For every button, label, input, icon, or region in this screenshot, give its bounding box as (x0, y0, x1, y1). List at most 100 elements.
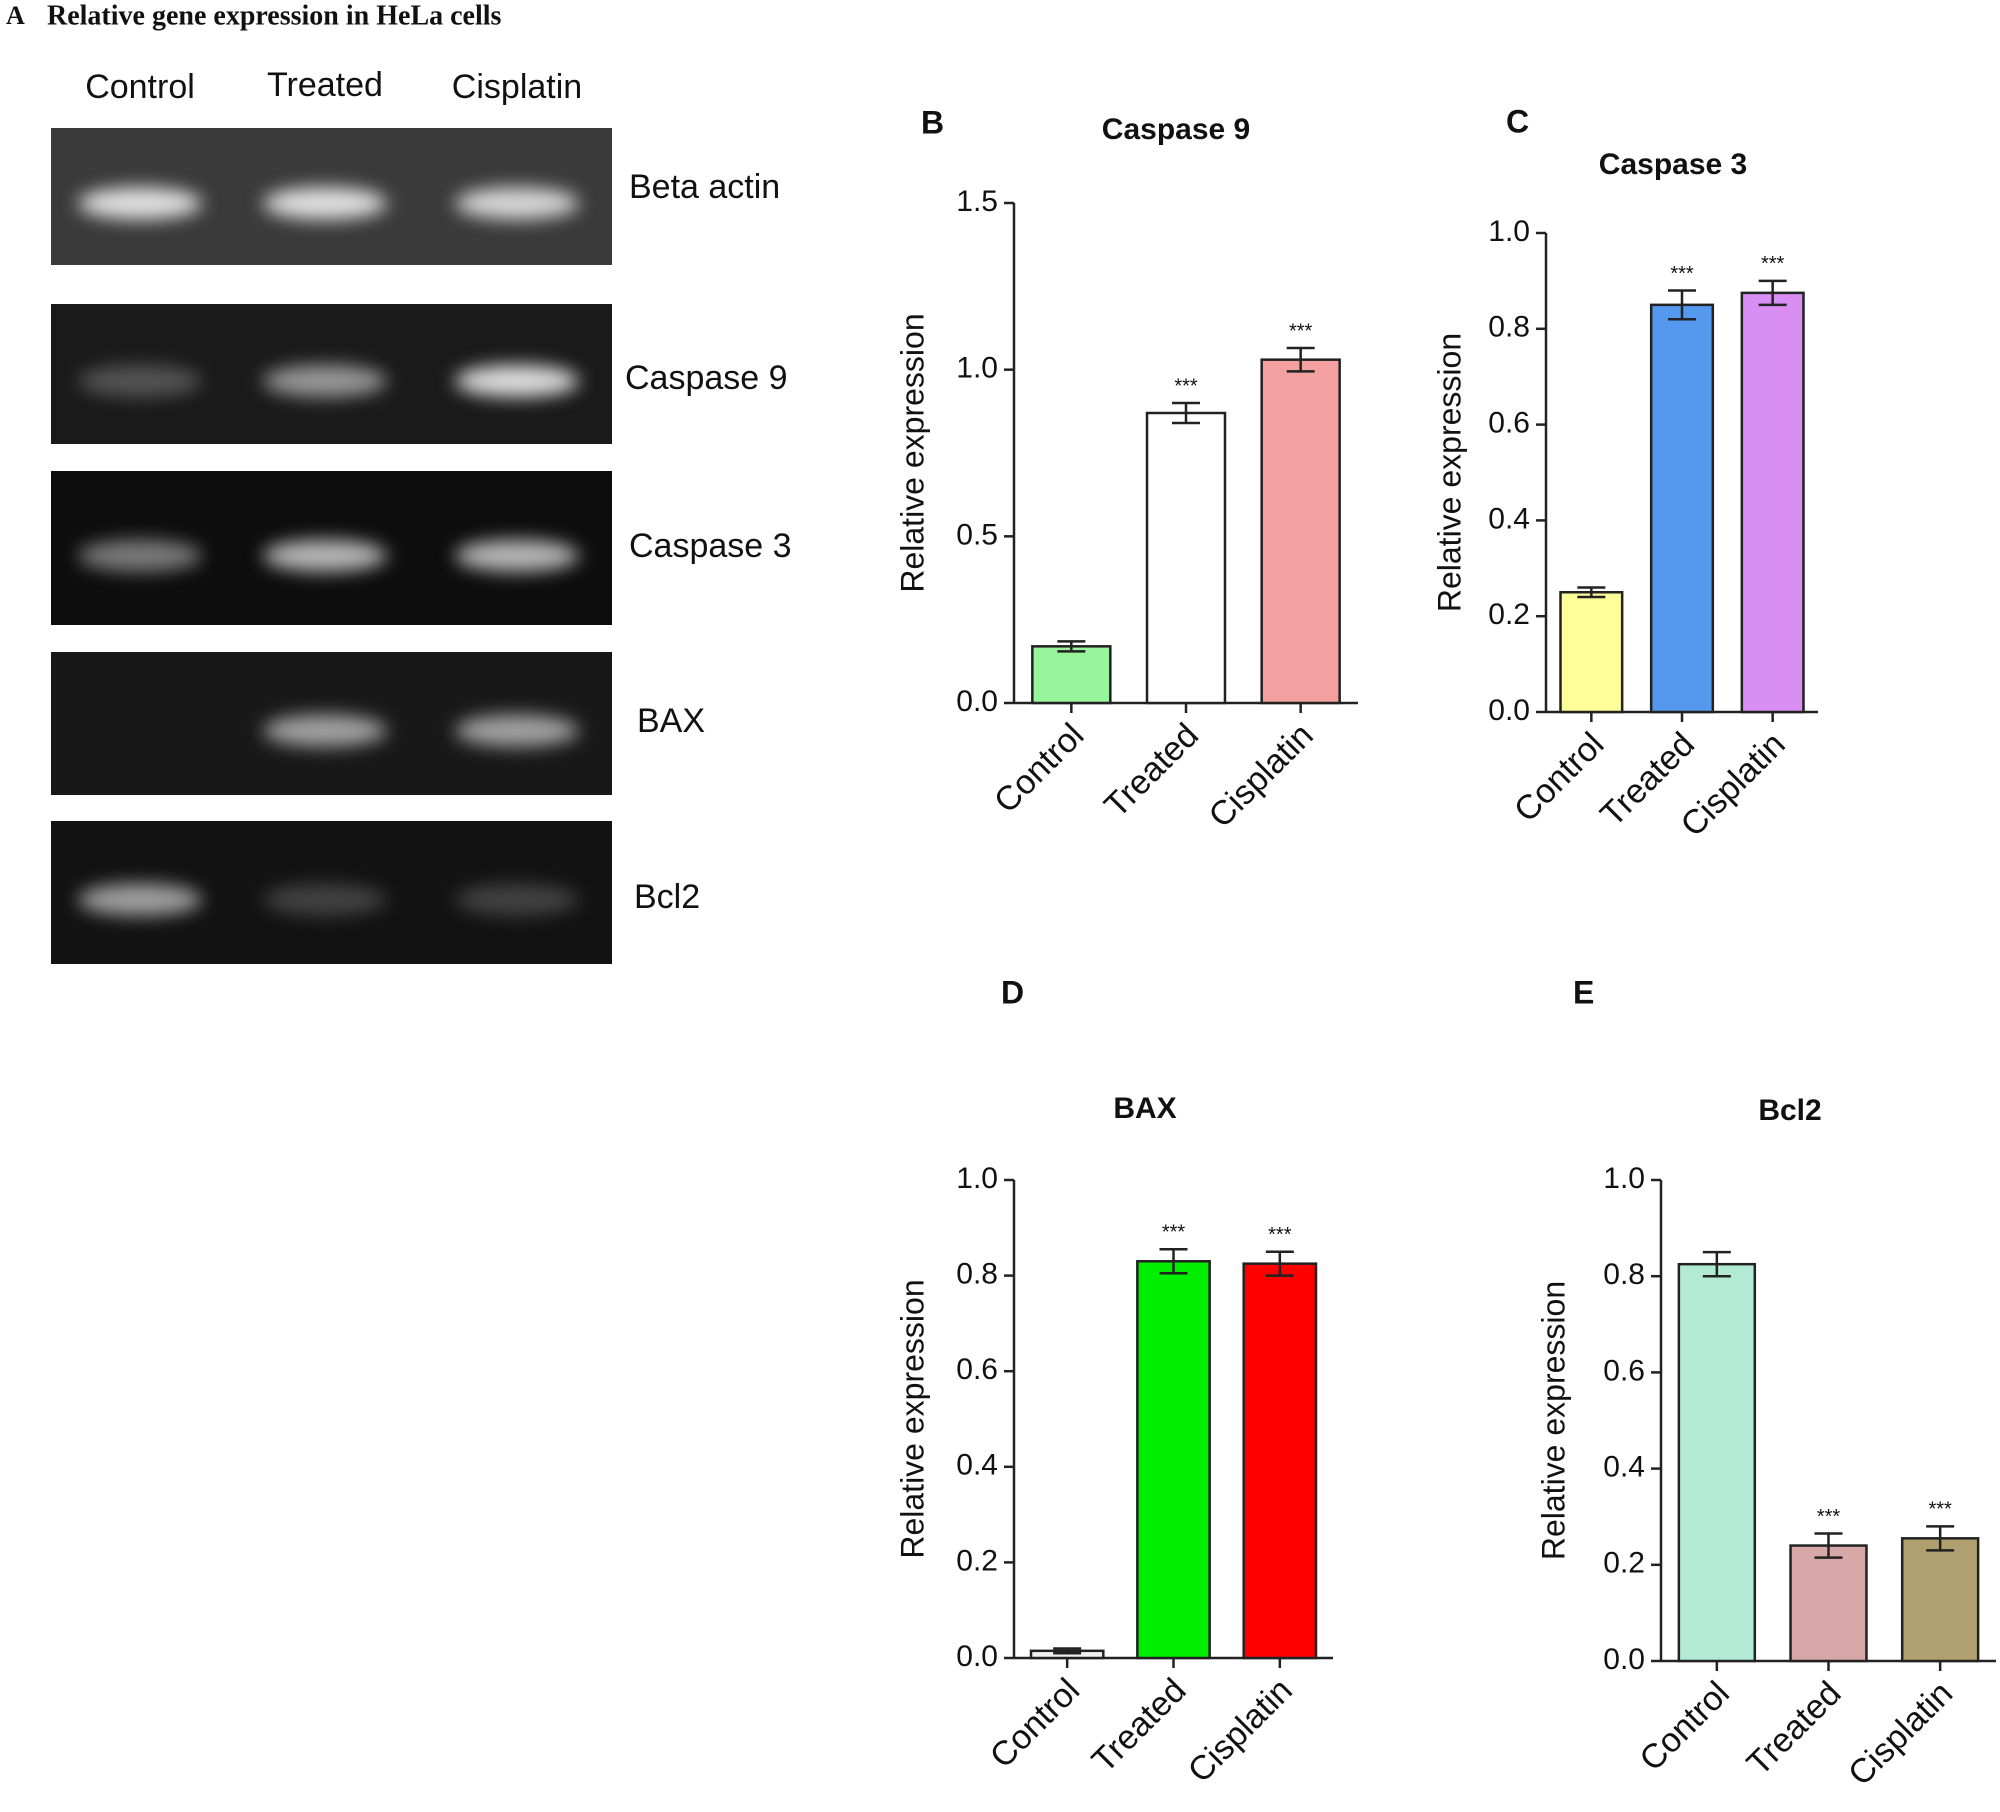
significance: *** (1761, 253, 1785, 275)
significance: *** (1817, 1506, 1841, 1528)
y-tick-label: 0.8 (1488, 311, 1530, 344)
error-bar (1057, 640, 1086, 653)
bar (1145, 411, 1227, 705)
bar-chart: B Caspase 9 Relative expression 0.0 0.5 1.0 1.… (894, 104, 1358, 835)
bar (1559, 591, 1624, 714)
x-tick-label: Control (983, 1671, 1087, 1775)
panel-label: A (6, 1, 25, 30)
significance: *** (1162, 1222, 1186, 1244)
chart-title: Bcl2 (1758, 1094, 1821, 1127)
gene-label: Beta actin (629, 168, 780, 206)
bar (1677, 1262, 1757, 1663)
lane-label: Control (85, 68, 195, 106)
gel-band (455, 883, 579, 916)
x-tick-label: Treated (1740, 1674, 1849, 1783)
bar-chart: E Bcl2 Relative expression 0.0 0.2 0.4 0.6 0.8 1… (1535, 974, 1996, 1793)
gel-band (78, 187, 202, 220)
error-bar (1053, 1647, 1082, 1655)
bar-chart: D BAX Relative expression 0.0 0.2 0.4 0.6 0.8 1.… (894, 974, 1333, 1790)
significance: *** (1670, 263, 1694, 285)
gel-band (263, 714, 387, 747)
gel-band (263, 365, 387, 397)
bar (1900, 1537, 1980, 1663)
error-bar (1814, 1532, 1843, 1559)
gel-strips (51, 128, 612, 964)
y-tick-label: 1.5 (956, 185, 998, 218)
error-bar (1577, 586, 1606, 599)
y-axis-label: Relative expression (1535, 1281, 1571, 1560)
error-bar (1172, 401, 1200, 425)
bar (1789, 1544, 1868, 1663)
x-tick-label: Cisplatin (1181, 1671, 1300, 1790)
x-tick-label: Control (1632, 1674, 1736, 1778)
significance: *** (1289, 320, 1313, 342)
gel-band (78, 883, 202, 916)
y-axis-label: Relative expression (1431, 333, 1467, 612)
x-tick-label: Treated (1097, 716, 1206, 825)
y-tick-label: 0.8 (1603, 1258, 1645, 1291)
gel-band (78, 365, 202, 397)
bar (1649, 303, 1715, 714)
y-tick-label: 0.4 (1603, 1451, 1645, 1484)
gel-band (263, 187, 387, 220)
y-tick-label: 1.0 (1488, 215, 1530, 248)
error-bar (1702, 1250, 1731, 1278)
error-bar (1265, 1250, 1294, 1277)
panel-label: E (1573, 974, 1594, 1010)
error-bar (1286, 346, 1315, 373)
significance: *** (1174, 375, 1198, 397)
y-tick-label: 0.4 (1488, 502, 1530, 535)
gel-band (455, 539, 579, 572)
error-bar (1668, 289, 1696, 321)
gel-band (455, 714, 579, 747)
y-tick-label: 0.5 (956, 518, 998, 551)
y-tick-label: 1.0 (956, 1162, 998, 1195)
y-tick-label: 0.0 (956, 685, 998, 718)
y-tick-label: 0.0 (1488, 694, 1530, 727)
error-bar (1159, 1248, 1188, 1275)
lane-label: Treated (267, 66, 383, 104)
y-tick-label: 0.6 (1603, 1354, 1645, 1387)
gel-band (263, 539, 387, 572)
bar (1740, 291, 1805, 714)
significance: *** (1928, 1499, 1952, 1521)
gene-label: Caspase 3 (629, 527, 792, 565)
panel-label: B (921, 104, 944, 140)
x-tick-label: Control (987, 716, 1091, 820)
panel-label: D (1001, 974, 1024, 1010)
gel-band (78, 539, 202, 572)
y-tick-label: 0.0 (1603, 1643, 1645, 1676)
gel-band (455, 365, 579, 397)
x-tick-label: Control (1507, 725, 1611, 829)
bar-chart: C Caspase 3 Relative expression 0.0 0.2 0.4 0.… (1431, 103, 1818, 844)
y-tick-label: 0.6 (1488, 407, 1530, 440)
gene-label: Caspase 9 (625, 359, 788, 397)
error-bar (1926, 1525, 1955, 1552)
y-axis-label: Relative expression (894, 1279, 930, 1558)
y-tick-label: 0.6 (956, 1353, 998, 1386)
y-axis-label: Relative expression (894, 313, 930, 592)
y-tick-label: 0.2 (1488, 598, 1530, 631)
error-bar (1758, 279, 1787, 307)
y-tick-label: 0.2 (1603, 1547, 1645, 1580)
y-tick-label: 0.0 (956, 1640, 998, 1673)
gene-label: BAX (637, 702, 705, 740)
gel-panel: A Relative gene expression in HeLa cells… (6, 0, 792, 964)
x-tick-label: Cisplatin (1202, 716, 1321, 835)
x-tick-label: Cisplatin (1841, 1674, 1960, 1793)
bar (1136, 1260, 1211, 1660)
bar (1242, 1262, 1318, 1660)
bar (1031, 645, 1112, 705)
y-tick-label: 0.8 (956, 1258, 998, 1291)
y-tick-label: 1.0 (956, 352, 998, 385)
gel-title: Relative gene expression in HeLa cells (47, 0, 502, 31)
y-tick-label: 1.0 (1603, 1162, 1645, 1195)
panel-label: C (1506, 103, 1529, 139)
x-tick-label: Treated (1085, 1671, 1194, 1780)
gel-band (455, 187, 579, 220)
gel-band (263, 883, 387, 916)
y-tick-label: 0.2 (956, 1544, 998, 1577)
chart-title: Caspase 3 (1599, 148, 1747, 181)
lane-label: Cisplatin (452, 68, 582, 106)
